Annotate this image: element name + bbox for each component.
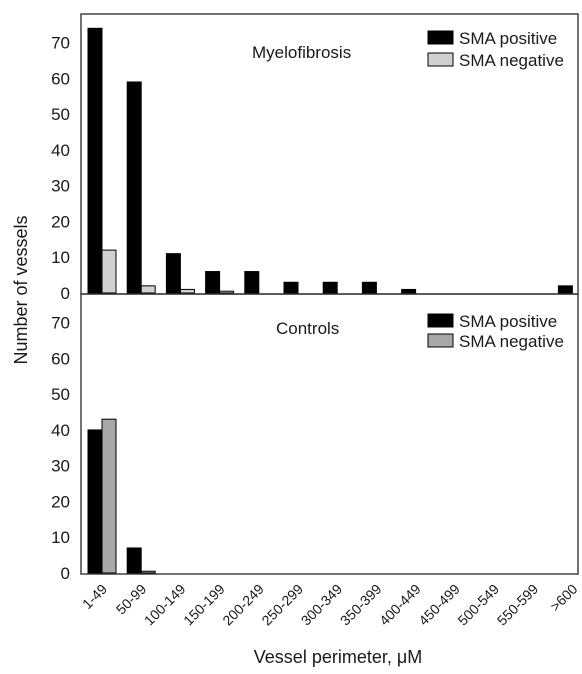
bar-sma-positive-100-149: [165, 253, 181, 294]
bar-sma-negative-100-149: [179, 288, 195, 294]
legend-label-sma-negative: SMA negative: [459, 51, 564, 70]
bar-sma-positive-300-349: [322, 281, 338, 294]
bar-sma-negative-150-199: [219, 290, 235, 294]
y-tick-60: 60: [51, 69, 70, 88]
y-tick-0: 0: [61, 284, 70, 303]
myelofibrosis-panel-title: Myelofibrosis: [252, 43, 351, 62]
legend-label-sma-negative: SMA negative: [459, 332, 564, 351]
y-tick-60: 60: [51, 349, 70, 368]
bar-sma-positive-250-299: [283, 281, 299, 294]
bar-sma-positive-1-49: [87, 27, 103, 294]
bar-sma-negative-50-99: [140, 570, 156, 574]
bar-sma-positive-1-49: [87, 429, 103, 574]
myelofibrosis-bars: [87, 27, 573, 294]
y-tick-10: 10: [51, 528, 70, 547]
y-tick-20: 20: [51, 492, 70, 511]
y-tick-30: 30: [51, 177, 70, 196]
legend-label-sma-positive: SMA positive: [459, 29, 557, 48]
bar-sma-positive-150-199: [205, 271, 221, 294]
myelofibrosis-legend: SMA positive SMA negative: [427, 29, 564, 70]
bar-sma-negative-1-49: [101, 249, 117, 294]
controls-legend: SMA positive SMA negative: [427, 312, 564, 351]
legend-swatch-sma-positive: [427, 30, 454, 45]
bar-sma-positive-200-249: [244, 271, 260, 294]
legend-label-sma-positive: SMA positive: [459, 312, 557, 331]
y-tick-0: 0: [61, 564, 70, 583]
y-axis-title: Number of vessels: [11, 215, 31, 364]
y-tick-30: 30: [51, 457, 70, 476]
bar-sma-negative-50-99: [140, 285, 156, 294]
legend-swatch-sma-negative: [427, 333, 454, 348]
controls-panel-frame: [80, 293, 579, 575]
controls-panel-title: Controls: [276, 319, 339, 338]
bar-sma-negative-1-49: [101, 418, 117, 574]
y-tick-40: 40: [51, 421, 70, 440]
y-tick-50: 50: [51, 105, 70, 124]
x-axis-title: Vessel perimeter, μM: [254, 647, 422, 667]
y-tick-20: 20: [51, 212, 70, 231]
legend-swatch-sma-negative: [427, 52, 454, 67]
y-tick-70: 70: [51, 34, 70, 53]
bar-sma-positive-600: [557, 285, 573, 294]
y-tick-10: 10: [51, 248, 70, 267]
y-tick-40: 40: [51, 141, 70, 160]
y-tick-labels: 0 10 20 30 40 50 60 70 0 10 20 30 40 50 60 70: [51, 34, 70, 583]
controls-bars: [87, 418, 156, 574]
bar-sma-positive-350-399: [361, 281, 377, 294]
bar-sma-positive-50-99: [126, 547, 142, 574]
y-tick-50: 50: [51, 385, 70, 404]
legend-swatch-sma-positive: [427, 313, 454, 328]
y-tick-70: 70: [51, 314, 70, 333]
bar-sma-positive-400-449: [401, 288, 417, 294]
bar-sma-positive-50-99: [126, 81, 142, 294]
